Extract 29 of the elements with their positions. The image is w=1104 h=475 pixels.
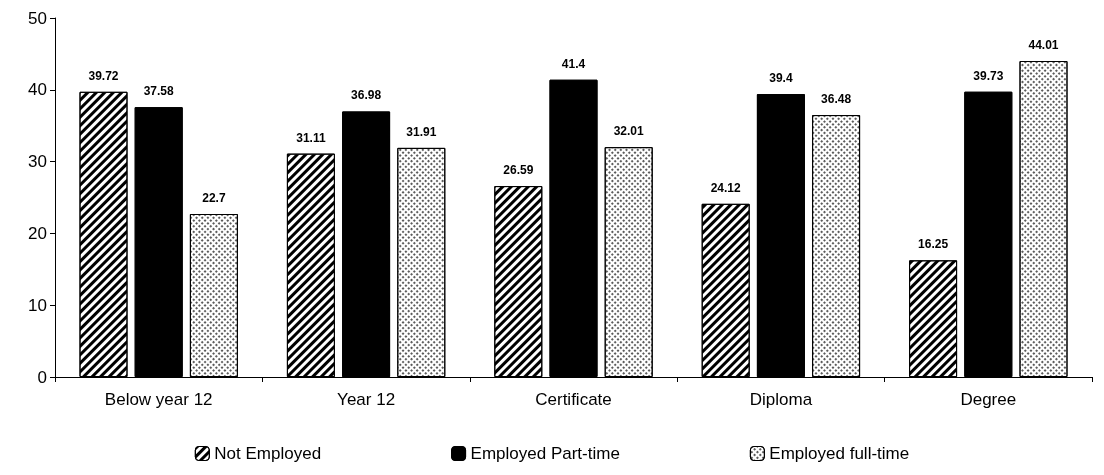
data-label: 31.91 xyxy=(406,124,437,139)
y-tick-label: 30 xyxy=(28,152,47,172)
legend-label: Not Employed xyxy=(214,444,322,463)
x-tick-label: Degree xyxy=(960,390,1017,409)
legend-label: Employed Part-time xyxy=(470,444,620,463)
y-tick-label: 0 xyxy=(37,367,47,387)
y-tick-label: 20 xyxy=(28,223,47,243)
data-label: 44.01 xyxy=(1028,38,1059,53)
data-label: 22.7 xyxy=(202,191,226,206)
y-tick-label: 40 xyxy=(28,80,47,100)
data-label: 39.73 xyxy=(973,68,1004,83)
data-label: 39.72 xyxy=(88,68,119,83)
data-label: 16.25 xyxy=(918,237,949,252)
data-label: 36.48 xyxy=(821,92,852,107)
x-tick-label: Year 12 xyxy=(337,390,396,409)
data-label: 24.12 xyxy=(710,180,742,195)
data-label: 26.59 xyxy=(503,163,534,178)
data-label: 36.98 xyxy=(351,88,382,103)
data-label: 39.4 xyxy=(769,71,793,86)
x-tick-label: Certificate xyxy=(535,390,612,409)
legend-label: Employed full-time xyxy=(769,444,910,463)
x-tick-label: Diploma xyxy=(749,390,813,409)
data-label: 31.11 xyxy=(296,130,326,145)
data-label: 32.01 xyxy=(613,124,645,139)
x-tick-label: Below year 12 xyxy=(104,390,213,409)
data-label: 41.4 xyxy=(561,56,586,71)
data-label: 37.58 xyxy=(143,84,175,99)
y-tick-label: 50 xyxy=(28,8,47,28)
y-tick-label: 10 xyxy=(28,295,47,315)
